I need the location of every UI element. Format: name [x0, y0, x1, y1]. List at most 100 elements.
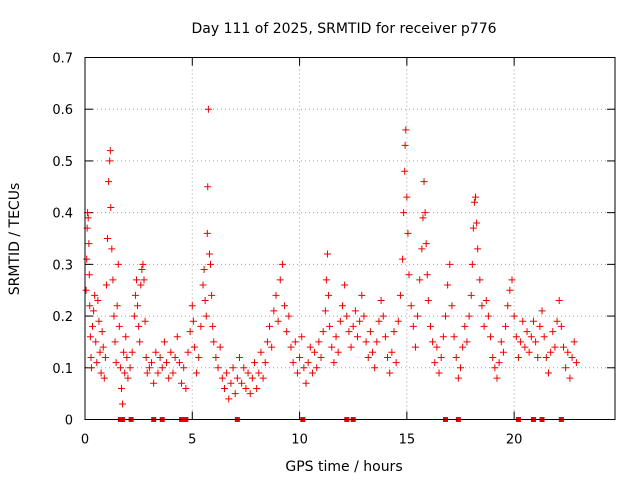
- data-point: [469, 224, 477, 232]
- data-point: [472, 193, 480, 201]
- data-point: [223, 369, 231, 377]
- data-point: [444, 281, 452, 289]
- data-point: [401, 167, 409, 175]
- data-point: [108, 245, 116, 253]
- data-point: [566, 374, 574, 382]
- data-point: [487, 333, 495, 341]
- data-point: [388, 348, 396, 356]
- data-point: [519, 317, 527, 325]
- data-point: [289, 359, 297, 367]
- data-point: [138, 266, 146, 274]
- data-point: [508, 276, 516, 284]
- data-point: [203, 229, 211, 237]
- data-point: [248, 374, 256, 382]
- data-point: [336, 317, 344, 325]
- data-point: [178, 379, 186, 387]
- data-point: [495, 359, 503, 367]
- data-point: [293, 369, 301, 377]
- data-point: [100, 374, 108, 382]
- data-point: [419, 214, 427, 222]
- data-point: [433, 343, 441, 351]
- data-point: [351, 307, 359, 315]
- data-point: [402, 126, 410, 134]
- data-point: [394, 317, 402, 325]
- data-point: [450, 333, 458, 341]
- data-point: [356, 317, 364, 325]
- data-point: [184, 348, 192, 356]
- data-point: [504, 302, 512, 310]
- data-point: [261, 359, 269, 367]
- data-point: [209, 322, 217, 330]
- data-point: [311, 348, 319, 356]
- data-point: [484, 312, 492, 320]
- data-point: [113, 302, 121, 310]
- data-point: [527, 333, 535, 341]
- data-point: [87, 353, 95, 361]
- data-point: [263, 338, 271, 346]
- data-point: [467, 291, 475, 299]
- data-point: [204, 105, 212, 113]
- data-point: [175, 359, 183, 367]
- data-point: [246, 390, 254, 398]
- data-point: [300, 364, 308, 372]
- data-point: [549, 328, 557, 336]
- data-point: [85, 271, 93, 279]
- data-point: [130, 312, 138, 320]
- data-point: [373, 338, 381, 346]
- data-point: [114, 260, 122, 268]
- chart-title: Day 111 of 2025, SRMTID for receiver p77…: [191, 21, 496, 37]
- data-point: [362, 338, 370, 346]
- data-point: [375, 317, 383, 325]
- data-point: [91, 291, 99, 299]
- data-point: [106, 157, 114, 165]
- data-point: [253, 384, 261, 392]
- data-point: [418, 245, 426, 253]
- data-point: [137, 281, 145, 289]
- data-point: [90, 307, 98, 315]
- data-point: [106, 147, 114, 155]
- data-point: [216, 343, 224, 351]
- data-point: [190, 343, 198, 351]
- data-point: [452, 353, 460, 361]
- data-point: [409, 322, 417, 330]
- data-point: [377, 297, 385, 305]
- data-point: [491, 364, 499, 372]
- data-point: [461, 322, 469, 330]
- data-point: [229, 364, 237, 372]
- data-point: [572, 359, 580, 367]
- data-point: [517, 338, 525, 346]
- data-point: [536, 322, 544, 330]
- y-tick-label: 0.3: [52, 258, 73, 273]
- data-point: [534, 353, 542, 361]
- data-point: [457, 364, 465, 372]
- data-point: [201, 297, 209, 305]
- data-point: [400, 209, 408, 217]
- data-point: [163, 359, 171, 367]
- data-point: [244, 369, 252, 377]
- y-tick-label: 0.1: [52, 362, 73, 377]
- data-point: [502, 322, 510, 330]
- y-tick-label: 0.5: [52, 155, 73, 170]
- data-point: [506, 286, 514, 294]
- data-point: [204, 183, 212, 191]
- data-point: [270, 307, 278, 315]
- data-point: [227, 379, 235, 387]
- data-point: [497, 338, 505, 346]
- data-point: [514, 353, 522, 361]
- data-point: [165, 374, 173, 382]
- data-point: [347, 343, 355, 351]
- data-point: [405, 271, 413, 279]
- y-tick-label: 0.6: [52, 103, 73, 118]
- data-point: [369, 348, 377, 356]
- x-tick-label: 15: [399, 433, 416, 448]
- data-point: [281, 302, 289, 310]
- data-point: [85, 240, 93, 248]
- data-point: [199, 281, 207, 289]
- data-point: [381, 333, 389, 341]
- data-point: [446, 260, 454, 268]
- data-point: [242, 384, 250, 392]
- data-point: [126, 364, 134, 372]
- data-point: [564, 348, 572, 356]
- data-point: [84, 214, 92, 222]
